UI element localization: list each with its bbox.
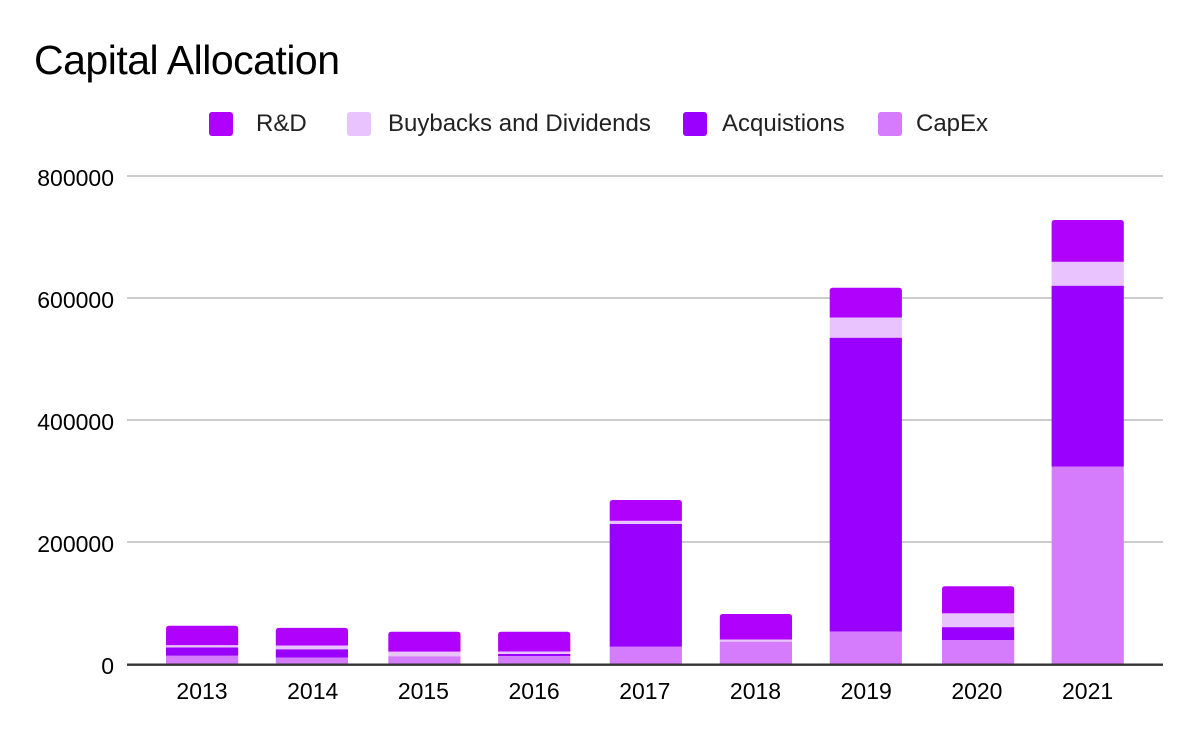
svg-text:2017: 2017: [619, 678, 670, 704]
svg-text:2015: 2015: [398, 678, 449, 704]
svg-text:2020: 2020: [951, 678, 1002, 704]
svg-text:2013: 2013: [176, 678, 227, 704]
svg-text:800000: 800000: [37, 165, 114, 191]
svg-text:2018: 2018: [730, 678, 781, 704]
svg-text:200000: 200000: [37, 531, 114, 557]
svg-text:2016: 2016: [509, 678, 560, 704]
svg-text:400000: 400000: [37, 409, 114, 435]
svg-text:600000: 600000: [37, 287, 114, 313]
svg-text:2021: 2021: [1062, 678, 1113, 704]
svg-text:2019: 2019: [841, 678, 892, 704]
svg-text:0: 0: [101, 653, 114, 679]
svg-text:2014: 2014: [287, 678, 338, 704]
